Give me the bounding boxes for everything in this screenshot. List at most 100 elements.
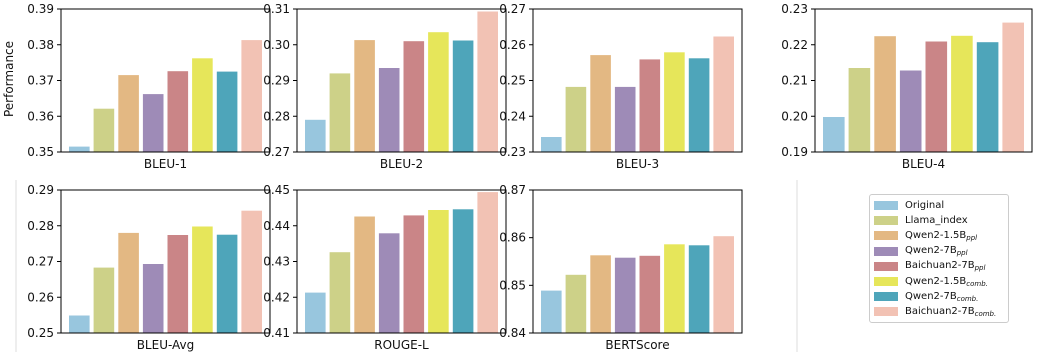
bar [848,68,871,152]
y-tick-label: 0.25 [499,74,526,88]
bar [118,75,139,152]
y-tick-label: 0.25 [27,326,54,340]
bar [823,117,845,152]
y-tick-label: 0.35 [27,145,54,159]
y-tick-label: 0.87 [499,183,526,197]
legend-name: Qwen2-1.5B [905,275,967,287]
bar [639,255,661,333]
plot-frame [60,189,271,334]
legend-entry: Qwen2-7Bcomb. [874,289,1004,304]
legend-label: Qwen2-7Bppl [905,245,968,257]
legend-subscript: comb. [956,294,979,303]
x-axis-label: BLEU-Avg [137,338,195,352]
y-tick-label: 0.20 [781,109,808,123]
legend-name: Baichuan2-7B [905,305,975,317]
bar [874,36,896,153]
x-axis-label: BERTScore [605,338,669,352]
legend-label: Llama_index [905,215,968,226]
bar [69,146,90,152]
bar [452,209,474,333]
bar [614,86,636,152]
y-tick-label: 0.44 [263,219,290,233]
bar [329,73,351,152]
y-tick-label: 0.39 [27,2,54,16]
plot-frame [296,8,507,153]
bar [639,59,661,152]
y-tick-label: 0.21 [781,74,808,88]
bar [477,192,498,333]
legend-entry: Llama_index [874,213,1004,228]
bar [713,236,734,333]
y-tick-label: 0.24 [499,109,526,123]
bar [167,235,189,333]
bar [951,35,973,152]
x-axis-label: BLEU-1 [144,157,187,171]
bar [590,255,611,333]
bar [664,244,685,333]
bar [378,68,400,152]
legend-subscript: comb. [966,279,988,288]
bar [541,290,562,333]
plot-frame [532,189,743,334]
y-tick-label: 0.27 [27,255,54,269]
bar [142,94,164,152]
y-tick-label: 0.28 [263,109,290,123]
legend-entry: Qwen2-1.5Bcomb. [874,274,1004,289]
bar [614,257,636,333]
bar [93,267,115,333]
legend-swatch [874,292,898,302]
y-tick-label: 0.30 [263,38,290,52]
y-tick-label: 0.27 [263,145,290,159]
bar [477,11,498,152]
bar [329,252,351,333]
legend-swatch [874,231,898,241]
y-tick-label: 0.23 [781,2,808,16]
legend-subscript: comb. [974,309,997,318]
y-tick-label: 0.31 [263,2,290,16]
bar [976,42,999,153]
bar [713,36,734,152]
bar [541,137,562,152]
y-tick-label: 0.19 [781,145,808,159]
y-tick-label: 0.29 [27,183,54,197]
legend-name: Qwen2-7B [905,290,957,302]
bar [192,226,213,333]
y-tick-label: 0.26 [27,290,54,304]
y-axis-label: Performance [2,41,16,117]
plot-frame [532,8,743,153]
legend-name: Qwen2-1.5B [905,229,967,241]
bar [216,71,238,152]
y-tick-label: 0.26 [499,38,526,52]
y-tick-label: 0.38 [27,38,54,52]
legend-label: Baichuan2-7Bcomb. [905,306,996,318]
bar [565,86,587,152]
y-tick-label: 0.41 [263,326,290,340]
bar [216,234,238,333]
bar [688,245,710,333]
bar [1002,22,1024,152]
bar [241,40,262,152]
bar [428,210,449,333]
bar [354,40,375,152]
legend-swatch [874,261,898,271]
legend-swatch [874,277,898,287]
bar [688,58,710,152]
y-tick-label: 0.45 [263,183,290,197]
y-tick-label: 0.37 [27,74,54,88]
legend-subscript: ppl [956,249,968,258]
legend-entry: Qwen2-7Bppl [874,244,1004,259]
y-tick-label: 0.23 [499,145,526,159]
plot-frame [60,8,271,153]
bar [241,210,262,333]
bar [305,119,326,152]
y-tick-label: 0.27 [499,2,526,16]
x-axis-label: BLEU-4 [902,157,945,171]
bar [192,58,213,152]
plot-frame [814,8,1033,153]
bar [69,315,90,333]
bar [899,70,922,152]
bar [354,216,375,333]
legend-entry: Qwen2-1.5Bppl [874,228,1004,243]
legend-label: Qwen2-1.5Bcomb. [905,276,988,288]
